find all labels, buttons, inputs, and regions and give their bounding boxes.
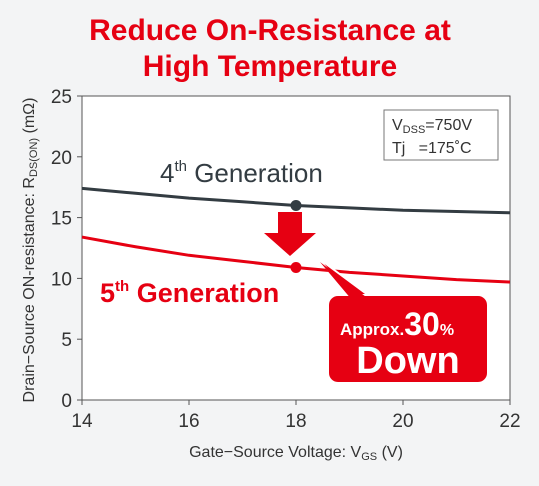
y-tick-label: 25: [51, 87, 72, 108]
label-part: 5: [100, 278, 115, 308]
x-tick-label: 22: [499, 411, 520, 432]
series-label: 4th Generation: [160, 158, 323, 188]
title-line: Reduce On-Resistance at: [89, 14, 451, 47]
conditions-box: [383, 109, 499, 161]
label-sub: DSS: [403, 124, 426, 136]
y-tick-label: 20: [51, 148, 72, 169]
callout-prefix: Approx.: [340, 320, 404, 339]
callout-box: [327, 294, 489, 384]
y-tick-label: 0: [61, 391, 72, 412]
vdss-condition: VDSS=750V: [392, 117, 472, 136]
y-tick-label: 5: [61, 330, 72, 351]
callout-headline: Approx.30%: [340, 306, 454, 342]
title-line: High Temperature: [143, 50, 398, 83]
callout-word: Down: [356, 340, 459, 382]
x-tick-label: 18: [285, 411, 306, 432]
callout-number: 30: [404, 306, 440, 342]
highlight-point: [290, 261, 302, 273]
callout-pointer-fill: [320, 262, 370, 300]
label-part: Drain−Source ON-resistance: R: [21, 177, 38, 402]
label-part: =750V: [425, 117, 472, 134]
x-tick-label: 20: [392, 411, 413, 432]
label-part: Gate−Source Voltage: V: [189, 444, 361, 461]
tj-condition: Tj =175˚C: [392, 140, 472, 157]
label-part: V: [392, 117, 403, 134]
label-part: (mΩ): [21, 98, 38, 138]
down-arrow: [264, 212, 316, 256]
highlight-point: [290, 199, 302, 211]
y-tick-label: 10: [51, 269, 72, 290]
callout-unit: %: [440, 322, 454, 339]
series-label: 5th Generation: [100, 278, 279, 308]
y-axis-label: Drain−Source ON-resistance: RDS(ON) (mΩ): [21, 98, 40, 403]
label-sub: GS: [361, 451, 377, 463]
x-tick-label: 16: [178, 411, 199, 432]
label-part: 4: [160, 158, 174, 188]
label-part: (V): [377, 444, 403, 461]
label-part: Generation: [187, 158, 323, 188]
label-sub: DS(ON): [28, 138, 40, 177]
x-axis-label: Gate−Source Voltage: VGS (V): [189, 444, 403, 463]
label-sup: th: [115, 278, 129, 295]
x-tick-label: 14: [71, 411, 93, 432]
label-sup: th: [174, 158, 187, 175]
label-part: Generation: [129, 278, 279, 308]
y-tick-label: 15: [51, 209, 72, 230]
